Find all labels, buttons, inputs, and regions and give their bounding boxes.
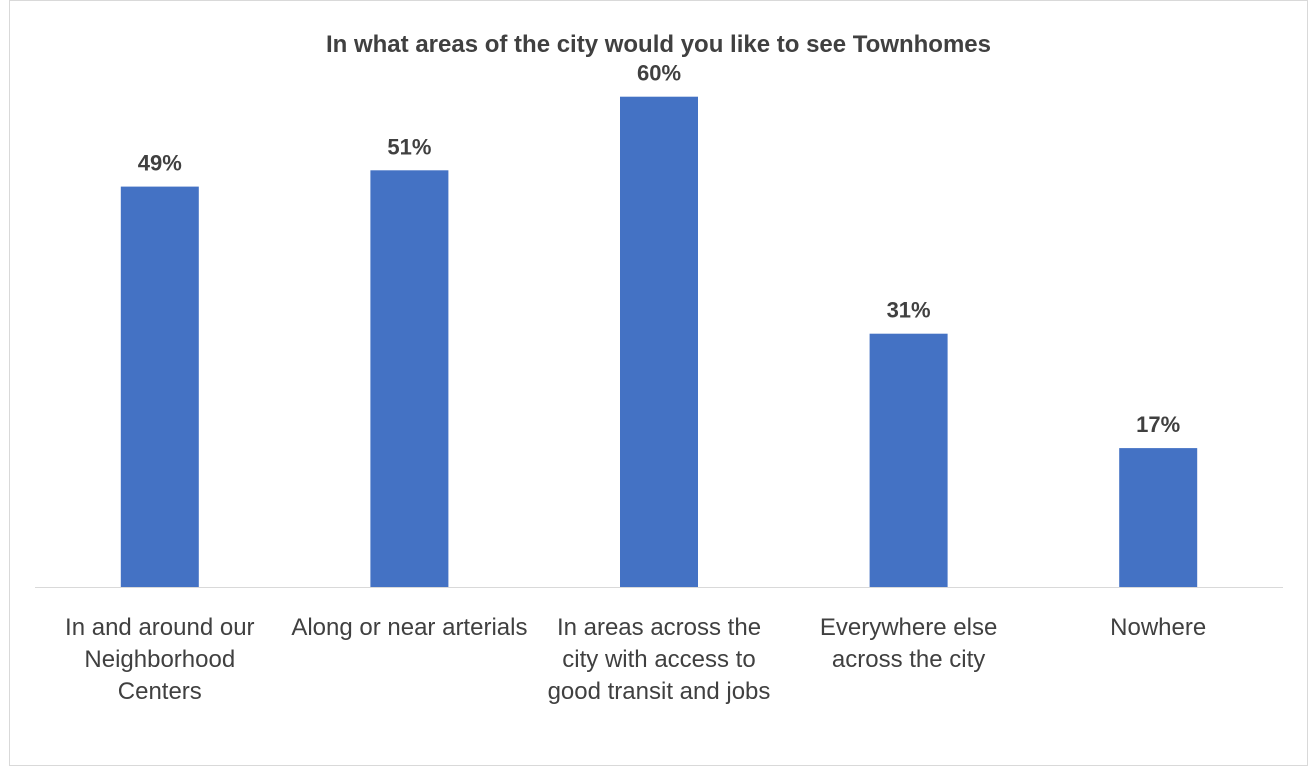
bar-1 bbox=[120, 186, 199, 587]
category-label-5: Nowhere bbox=[1110, 614, 1207, 641]
data-label-4: 31% bbox=[887, 298, 931, 323]
category-label-2: Along or near arterials bbox=[291, 614, 528, 641]
bar-5 bbox=[1119, 448, 1198, 587]
bar-4 bbox=[869, 333, 948, 587]
category-label-4: Everywhere else across the city bbox=[819, 614, 998, 673]
category-label-1: In and around our Neighborhood Centers bbox=[65, 614, 255, 705]
data-label-2: 51% bbox=[387, 134, 431, 159]
data-label-5: 17% bbox=[1136, 412, 1180, 437]
data-label-3: 60% bbox=[637, 61, 681, 86]
chart-title: In what areas of the city would you like… bbox=[325, 31, 991, 58]
category-label-3: In areas across the city with access to … bbox=[547, 614, 771, 705]
bar-3 bbox=[620, 96, 698, 587]
data-label-1: 49% bbox=[138, 151, 182, 176]
bar-2 bbox=[370, 170, 449, 588]
